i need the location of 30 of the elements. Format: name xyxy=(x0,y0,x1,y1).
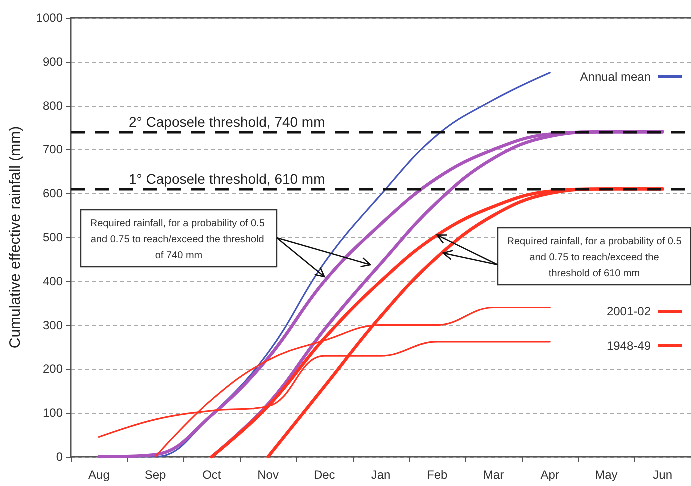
ref-line-label: 2° Caposele threshold, 740 mm xyxy=(129,114,326,130)
x-tick-label: Apr xyxy=(540,468,560,482)
x-tick-label: Jan xyxy=(371,468,391,482)
ref-line-label: 1° Caposele threshold, 610 mm xyxy=(129,171,326,188)
y-tick-label: 400 xyxy=(42,274,64,288)
legend-label: 2001-02 xyxy=(606,304,652,319)
x-tick-label: Mar xyxy=(483,468,504,482)
y-axis-title: Cumulative effective rainfall (mm) xyxy=(7,126,24,349)
y-tick-label: 900 xyxy=(42,54,64,69)
legend-label: 1948-49 xyxy=(606,338,652,353)
x-tick-label: May xyxy=(595,468,618,482)
x-tick-label: Sep xyxy=(144,468,167,482)
x-tick-label: Dec xyxy=(314,468,336,482)
y-tick-label: 100 xyxy=(42,406,64,420)
y-tick-label: 200 xyxy=(42,362,64,376)
x-tick-label: Oct xyxy=(202,468,222,482)
x-tick-label: Jun xyxy=(653,468,672,482)
y-tick-label: 300 xyxy=(42,318,64,332)
annotation: Required rainfall, for a probability of 0.5 and 0.75 to reach/exceed the threshold of 610 mm xyxy=(507,236,682,280)
legend-label: Annual mean xyxy=(580,70,651,84)
y-tick-label: 800 xyxy=(42,98,64,113)
y-tick-label: 600 xyxy=(42,186,64,201)
x-tick-label: Feb xyxy=(427,468,448,482)
annotation: Required rainfall, for a probability of 0.5 and 0.75 to reach/exceed the threshold of 740 mm xyxy=(90,218,268,262)
x-tick-label: Aug xyxy=(88,468,110,482)
y-tick-label: 700 xyxy=(42,142,64,157)
x-tick-label: Nov xyxy=(258,468,279,482)
y-tick-label: 1000 xyxy=(36,11,64,25)
y-tick-label: 500 xyxy=(42,230,64,244)
y-tick-label: 0 xyxy=(56,450,64,464)
